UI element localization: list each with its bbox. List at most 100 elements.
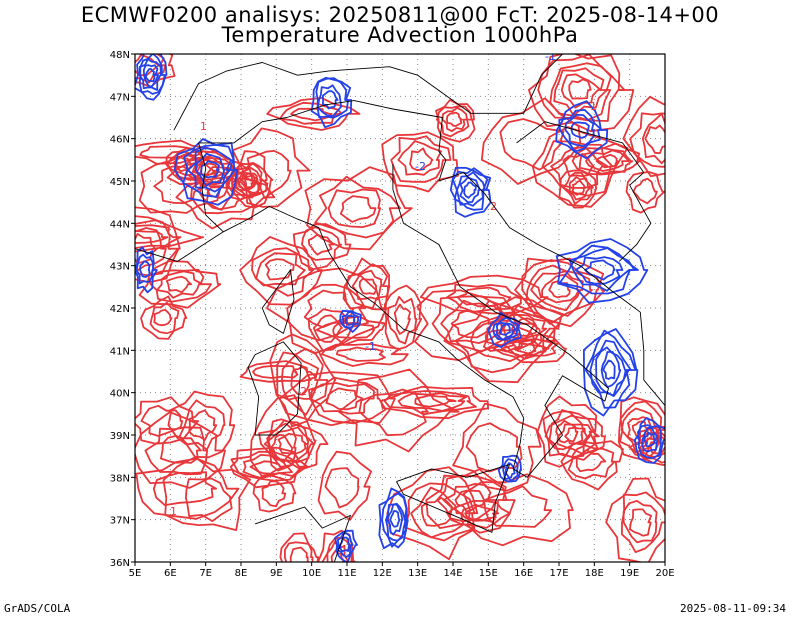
contour-line: [307, 233, 335, 256]
contour-line: [138, 260, 222, 309]
contour-line: [634, 417, 665, 464]
contour-line: [567, 444, 616, 480]
contour-line: [277, 432, 308, 455]
contour-line: [454, 489, 485, 513]
contour-line: [358, 278, 378, 295]
contour-line: [149, 301, 180, 335]
contour-line: [420, 497, 453, 527]
contour-line: [239, 236, 323, 306]
contour-line: [632, 177, 658, 205]
contour-line: [555, 419, 579, 444]
contour-line: [279, 532, 319, 562]
contour-line: [409, 147, 434, 172]
contour-line: [142, 64, 160, 88]
contour-line: [541, 273, 580, 304]
contour-line: [337, 532, 354, 558]
contour-line: [284, 541, 314, 562]
contour-line: [135, 230, 169, 244]
contour-line: [162, 456, 251, 531]
lon-tick-label: 18E: [585, 568, 604, 579]
contour-line: [570, 121, 590, 139]
lon-tick-label: 20E: [655, 568, 674, 579]
lon-tick-label: 12E: [373, 568, 392, 579]
contour-line: [642, 435, 665, 458]
contour-line: [314, 175, 401, 239]
contour-line: [568, 176, 591, 201]
contour-line: [514, 257, 605, 328]
contour-line: [560, 440, 624, 491]
contour-line: [334, 529, 358, 562]
contour-line: [188, 409, 218, 441]
contour-line: [397, 140, 442, 176]
contour-line: [584, 329, 637, 409]
contour-line: [156, 270, 204, 299]
contour-line: [622, 500, 658, 544]
contour-line: [584, 259, 616, 281]
lat-tick-label: 42N: [110, 304, 130, 315]
contour-line: [385, 502, 407, 542]
contour-line: [251, 247, 315, 297]
contour-line: [135, 206, 181, 284]
contour-label: -1: [365, 340, 376, 353]
lat-tick-label: 37N: [110, 516, 130, 527]
contour-line: [166, 150, 199, 176]
lat-tick-label: 38N: [110, 473, 130, 484]
contour-label: -1: [545, 50, 556, 63]
lon-tick-label: 8E: [235, 568, 248, 579]
contour-line: [499, 323, 511, 336]
contour-line: [578, 146, 634, 175]
contour-line: [337, 368, 460, 453]
axis-ticks: 5E 6E 7E 8E 9E 10E 11E 12E 13E 14E 15E 16E 17E 18E 19E…: [110, 50, 675, 579]
contour-line: [410, 486, 465, 539]
contour-line: [320, 343, 409, 367]
lat-tick-label: 39N: [110, 431, 130, 442]
border-line: [173, 54, 563, 131]
contour-line: [335, 346, 386, 362]
contour-line: [315, 77, 349, 119]
contour-line: [602, 359, 616, 380]
contour-line: [499, 118, 565, 171]
contour-label: -2: [415, 160, 426, 173]
contour-line: [571, 179, 587, 196]
contour-line: [135, 54, 168, 101]
contour-line: [462, 473, 574, 547]
contour-line: [381, 131, 459, 193]
contour-line: [182, 144, 236, 198]
contour-line: [194, 153, 226, 187]
contour-line: [574, 256, 624, 285]
contour-line: [276, 348, 329, 416]
lon-tick-label: 16E: [514, 568, 533, 579]
contour-line: [414, 394, 457, 408]
contour-line: [629, 508, 652, 537]
contour-line: [237, 162, 264, 194]
contour-line: [317, 450, 372, 521]
contour-line: [404, 482, 476, 542]
contour-line: [278, 371, 396, 427]
contour-label: 1: [590, 100, 597, 113]
lon-tick-label: 6E: [164, 568, 177, 579]
contour-line: [261, 480, 287, 508]
contour-line: [153, 309, 173, 327]
contour-line: [139, 145, 203, 159]
contour-line: [200, 160, 220, 179]
contour-line: [316, 84, 342, 117]
lon-tick-label: 15E: [479, 568, 498, 579]
contour-line: [135, 219, 204, 253]
contour-line: [589, 339, 632, 397]
contour-line: [324, 467, 360, 509]
contour-line: [358, 388, 429, 437]
lat-tick-label: 48N: [110, 50, 130, 61]
lat-tick-label: 41N: [110, 346, 130, 357]
contour-line: [380, 385, 489, 420]
contour-line: [135, 253, 155, 285]
border-line: [261, 269, 295, 334]
lat-tick-label: 46N: [110, 135, 130, 146]
contour-line: [255, 252, 306, 287]
contour-line: [144, 426, 208, 476]
contour-line: [312, 314, 343, 343]
border-line: [396, 464, 510, 533]
lon-tick-label: 10E: [302, 568, 321, 579]
contour-line: [625, 171, 665, 214]
border-line: [516, 121, 652, 262]
lon-tick-label: 7E: [199, 568, 212, 579]
